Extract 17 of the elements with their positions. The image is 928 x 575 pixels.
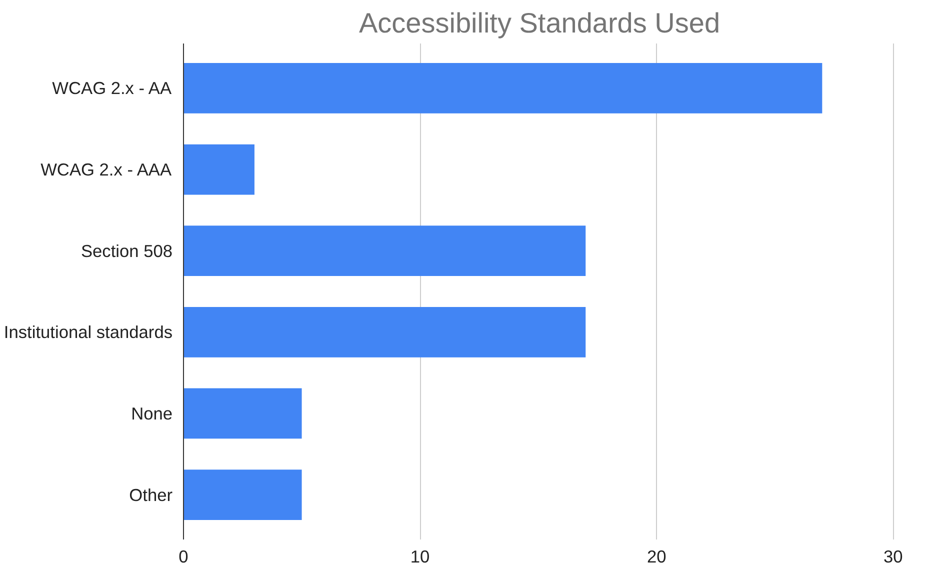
x-tick-label: 10 — [410, 546, 430, 566]
bar — [184, 63, 822, 114]
x-tick-label: 20 — [646, 546, 666, 566]
y-tick-label: None — [131, 403, 173, 424]
bar — [184, 306, 586, 358]
bar — [184, 470, 302, 520]
y-tick-label: WCAG 2.x - AA — [52, 78, 172, 98]
y-tick-label: WCAG 2.x - AAA — [40, 160, 172, 180]
y-tick-label: Other — [129, 484, 173, 505]
chart-title: Accessibility Standards Used — [358, 8, 720, 38]
y-tick-label: Institutional standards — [4, 322, 173, 342]
x-tick-label: 0 — [178, 546, 188, 566]
bar — [184, 144, 254, 195]
y-tick-label: Section 508 — [80, 240, 173, 261]
x-tick-label: 30 — [883, 546, 903, 566]
bar — [184, 388, 302, 439]
bar — [184, 226, 586, 276]
